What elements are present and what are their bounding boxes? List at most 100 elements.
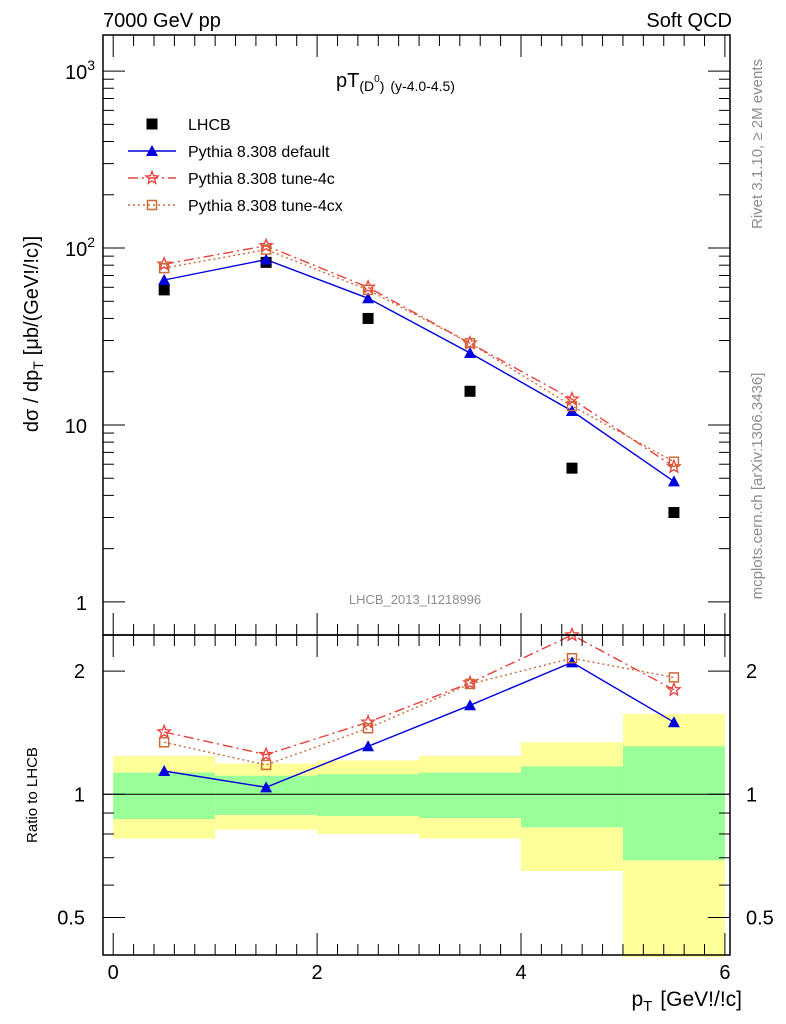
main-ytick-label: 1 [76, 593, 87, 615]
main-ylabel: dσ / dpT [μb/(GeV!/!c)] [21, 236, 46, 432]
title-paren-open: ( [359, 78, 364, 94]
main-point-pythia-8-308-tune-4c [156, 255, 173, 271]
main-line-pythia-8-308-tune-4cx [164, 248, 675, 463]
title-main: pT [336, 70, 359, 92]
ratio-point-pythia-8-308-tune-4cx [566, 652, 578, 664]
ratio-point-pythia-8-308-tune-4cx [260, 759, 272, 771]
ratio-ytick-label-right: 0.5 [746, 908, 774, 930]
series-lines [164, 245, 675, 789]
ratio-xtick-label: 0 [108, 962, 119, 984]
band-inner-0 [113, 772, 216, 820]
ratio-point-pythia-8-308-tune-4c [665, 681, 682, 697]
analysis-watermark: LHCB_2013_I1218996 [349, 592, 481, 607]
main-point-pythia-8-308-tune-4cx [158, 262, 170, 274]
main-ytick-label-base: 10 [65, 62, 87, 84]
main-point-pythia-8-308-default [260, 253, 273, 265]
band-inner-5 [622, 746, 725, 861]
ratio-ytick-label-left: 0.5 [57, 908, 85, 930]
main-ytick-label: 10 [65, 416, 87, 438]
ratio-point-pythia-8-308-default [464, 699, 477, 711]
legend-label-2: Pythia 8.308 tune-4c [188, 171, 335, 188]
legend-label-1: Pythia 8.308 default [188, 144, 330, 161]
ratio-point-pythia-8-308-tune-4cx [668, 672, 680, 683]
series-markers [156, 237, 682, 793]
axis-ticks [103, 35, 730, 955]
ratio-point-pythia-8-308-tune-4c [156, 723, 173, 739]
main-point-lhcb [158, 284, 170, 296]
main-point-lhcb [464, 385, 476, 397]
ratio-ytick-label-right: 1 [746, 784, 757, 806]
legend: LHCB Pythia 8.308 default Pythia 8.308 tun… [128, 117, 343, 215]
ratio-point-pythia-8-308-default [667, 716, 680, 728]
main-point-pythia-8-308-default [158, 273, 171, 285]
main-line-pythia-8-308-tune-4c [164, 245, 675, 468]
main-ylabel-sub: T [30, 361, 46, 370]
side-label-bottom-text: mcplots.cern.ch [arXiv:1306.3436] [749, 373, 766, 600]
xlabel-unit: [GeV!/!c] [660, 988, 742, 1011]
legend-marker-0 [146, 118, 158, 130]
ratio-ylabel-text: Ratio to LHCB [24, 747, 41, 843]
side-label-top: Rivet 3.1.10, ≥ 2M events [749, 59, 766, 229]
ratio-ylabel: Ratio to LHCB [24, 747, 41, 843]
xlabel-main: p [631, 988, 643, 1011]
ratio-xlabel: pT [GeV!/!c] [631, 988, 742, 1015]
main-point-pythia-8-308-tune-4cx [464, 337, 476, 349]
svg-text:dσ / dpT[μb/(GeV!/!c)]: dσ / dpT [μb/(GeV!/!c)] [21, 236, 46, 432]
band-inner-2 [317, 774, 420, 817]
band-inner-4 [521, 766, 623, 828]
ratio-point-pythia-8-308-default [565, 656, 578, 668]
ratio-line-pythia-8-308-tune-4c [164, 634, 675, 756]
ratio-point-pythia-8-308-default [362, 740, 375, 752]
main-ytick-label-exp: 2 [87, 234, 95, 250]
main-line-pythia-8-308-default [164, 258, 675, 482]
plot-title: pT(D0) (y-4.0-4.5) [336, 70, 455, 94]
main-ytick-label: 102 [65, 234, 95, 261]
ratio-point-pythia-8-308-tune-4cx [362, 723, 374, 734]
ratio-xtick-label: 6 [719, 962, 730, 984]
legend-marker-3 [146, 199, 158, 211]
main-point-lhcb [668, 507, 680, 519]
uncertainty-bands [113, 714, 725, 958]
main-point-pythia-8-308-default [667, 475, 680, 487]
ratio-point-pythia-8-308-tune-4c [258, 746, 275, 762]
legend-label-0: LHCB [188, 117, 231, 134]
title-sup: 0 [374, 74, 380, 85]
main-point-pythia-8-308-tune-4cx [566, 400, 578, 412]
title-sub: D [364, 78, 374, 94]
title-range: (y-4.0-4.5) [390, 78, 455, 94]
main-point-lhcb [362, 312, 374, 324]
ratio-point-pythia-8-308-default [158, 765, 171, 777]
main-point-pythia-8-308-tune-4cx [362, 284, 374, 296]
main-ytick-label-base: 10 [65, 416, 87, 438]
ratio-panel-frame [102, 634, 731, 956]
header-left: 7000 GeV pp [103, 10, 221, 32]
header-right: Soft QCD [646, 10, 732, 32]
ratio-xtick-label: 4 [515, 962, 526, 984]
main-ytick-label: 103 [65, 57, 95, 84]
ratio-point-pythia-8-308-tune-4cx [158, 737, 170, 748]
legend-marker-1 [146, 145, 158, 156]
legend-marker-2 [144, 169, 160, 185]
side-label-bottom: mcplots.cern.ch [arXiv:1306.3436] [749, 373, 766, 600]
ratio-point-pythia-8-308-default [260, 781, 273, 793]
main-ylabel-main: dσ / dp [21, 370, 43, 432]
main-point-pythia-8-308-default [362, 292, 375, 304]
main-point-pythia-8-308-default [464, 347, 477, 359]
ratio-ytick-label-left: 2 [74, 661, 85, 683]
ratio-point-pythia-8-308-tune-4cx [464, 678, 476, 690]
main-point-lhcb [566, 462, 578, 474]
band-inner-3 [419, 772, 521, 819]
main-ytick-label-base: 10 [65, 239, 87, 261]
ratio-point-pythia-8-308-tune-4c [360, 713, 377, 729]
main-point-pythia-8-308-tune-4cx [260, 244, 272, 255]
title-paren-close: ) [380, 78, 385, 94]
legend-label-3: Pythia 8.308 tune-4cx [188, 198, 343, 215]
ratio-ytick-label-left: 1 [74, 784, 85, 806]
ratio-xtick-label: 2 [312, 962, 323, 984]
ratio-line-pythia-8-308-default [164, 661, 675, 789]
ratio-ytick-label-right: 2 [746, 661, 757, 683]
main-point-pythia-8-308-tune-4c [258, 237, 275, 253]
side-label-top-text: Rivet 3.1.10, ≥ 2M events [749, 59, 766, 229]
